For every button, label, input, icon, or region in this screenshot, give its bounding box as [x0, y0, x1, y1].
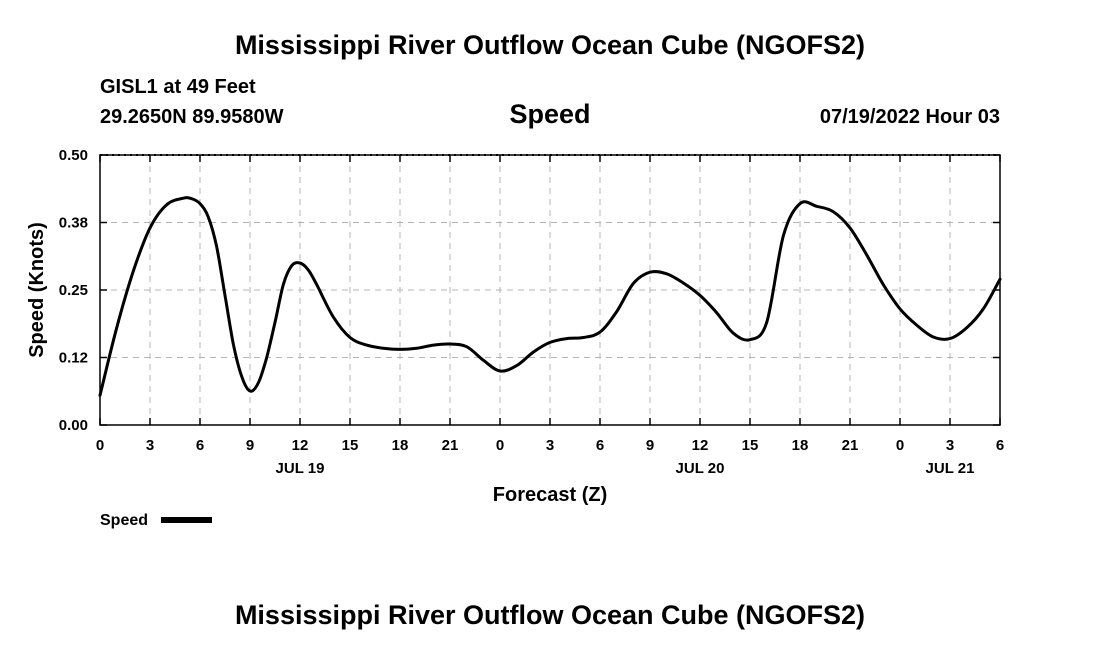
x-tick-label: 15 [742, 437, 759, 454]
forecast-datetime: 07/19/2022 Hour 03 [819, 106, 1000, 128]
grid-layer [100, 155, 1000, 425]
x-tick-label: 9 [646, 437, 654, 454]
x-tick-label: 6 [196, 437, 204, 454]
x-tick-label: 3 [946, 437, 954, 454]
x-tick-label: 9 [246, 437, 254, 454]
x-tick-label: 21 [842, 437, 859, 454]
y-tick-label: 0.25 [59, 282, 88, 299]
date-label: JUL 19 [276, 460, 325, 477]
y-tick-label: 0.38 [59, 215, 88, 232]
x-tick-label: 6 [996, 437, 1004, 454]
y-tick-label: 0.00 [59, 417, 88, 434]
x-tick-label: 3 [546, 437, 554, 454]
x-tick-label: 0 [896, 437, 904, 454]
x-tick-label: 0 [96, 437, 104, 454]
speed-series-line [98, 196, 1002, 397]
footer-title: Mississippi River Outflow Ocean Cube (NG… [234, 600, 866, 630]
legend-label: Speed [100, 512, 148, 529]
x-tick-label: 21 [442, 437, 459, 454]
legend-swatch [161, 517, 212, 523]
date-label: JUL 20 [676, 460, 725, 477]
chart-title: Mississippi River Outflow Ocean Cube (NG… [234, 30, 866, 60]
x-tick-label: 3 [146, 437, 154, 454]
x-tick-label: 12 [292, 437, 309, 454]
x-tick-label: 12 [692, 437, 709, 454]
y-axis-label: Speed (Knots) [26, 222, 48, 358]
date-label: JUL 21 [926, 460, 975, 477]
ticks-layer: 0 3 6 9 12 15 18 21 0 3 6 9 12 15 18 21 0 3 6 0.00 0.12 0.25 0… [59, 147, 1004, 477]
panel-title: Speed [509, 99, 591, 129]
x-tick-label: 6 [596, 437, 604, 454]
x-tick-label: 18 [792, 437, 809, 454]
station-label: GISL1 at 49 Feet [100, 76, 256, 98]
x-tick-label: 15 [342, 437, 359, 454]
y-tick-label: 0.12 [59, 350, 88, 367]
x-tick-label: 18 [392, 437, 409, 454]
station-coordinates: 29.2650N 89.9580W [100, 106, 284, 128]
x-tick-label: 0 [496, 437, 504, 454]
y-tick-label: 0.50 [59, 147, 88, 164]
x-axis-label: Forecast (Z) [493, 484, 607, 506]
